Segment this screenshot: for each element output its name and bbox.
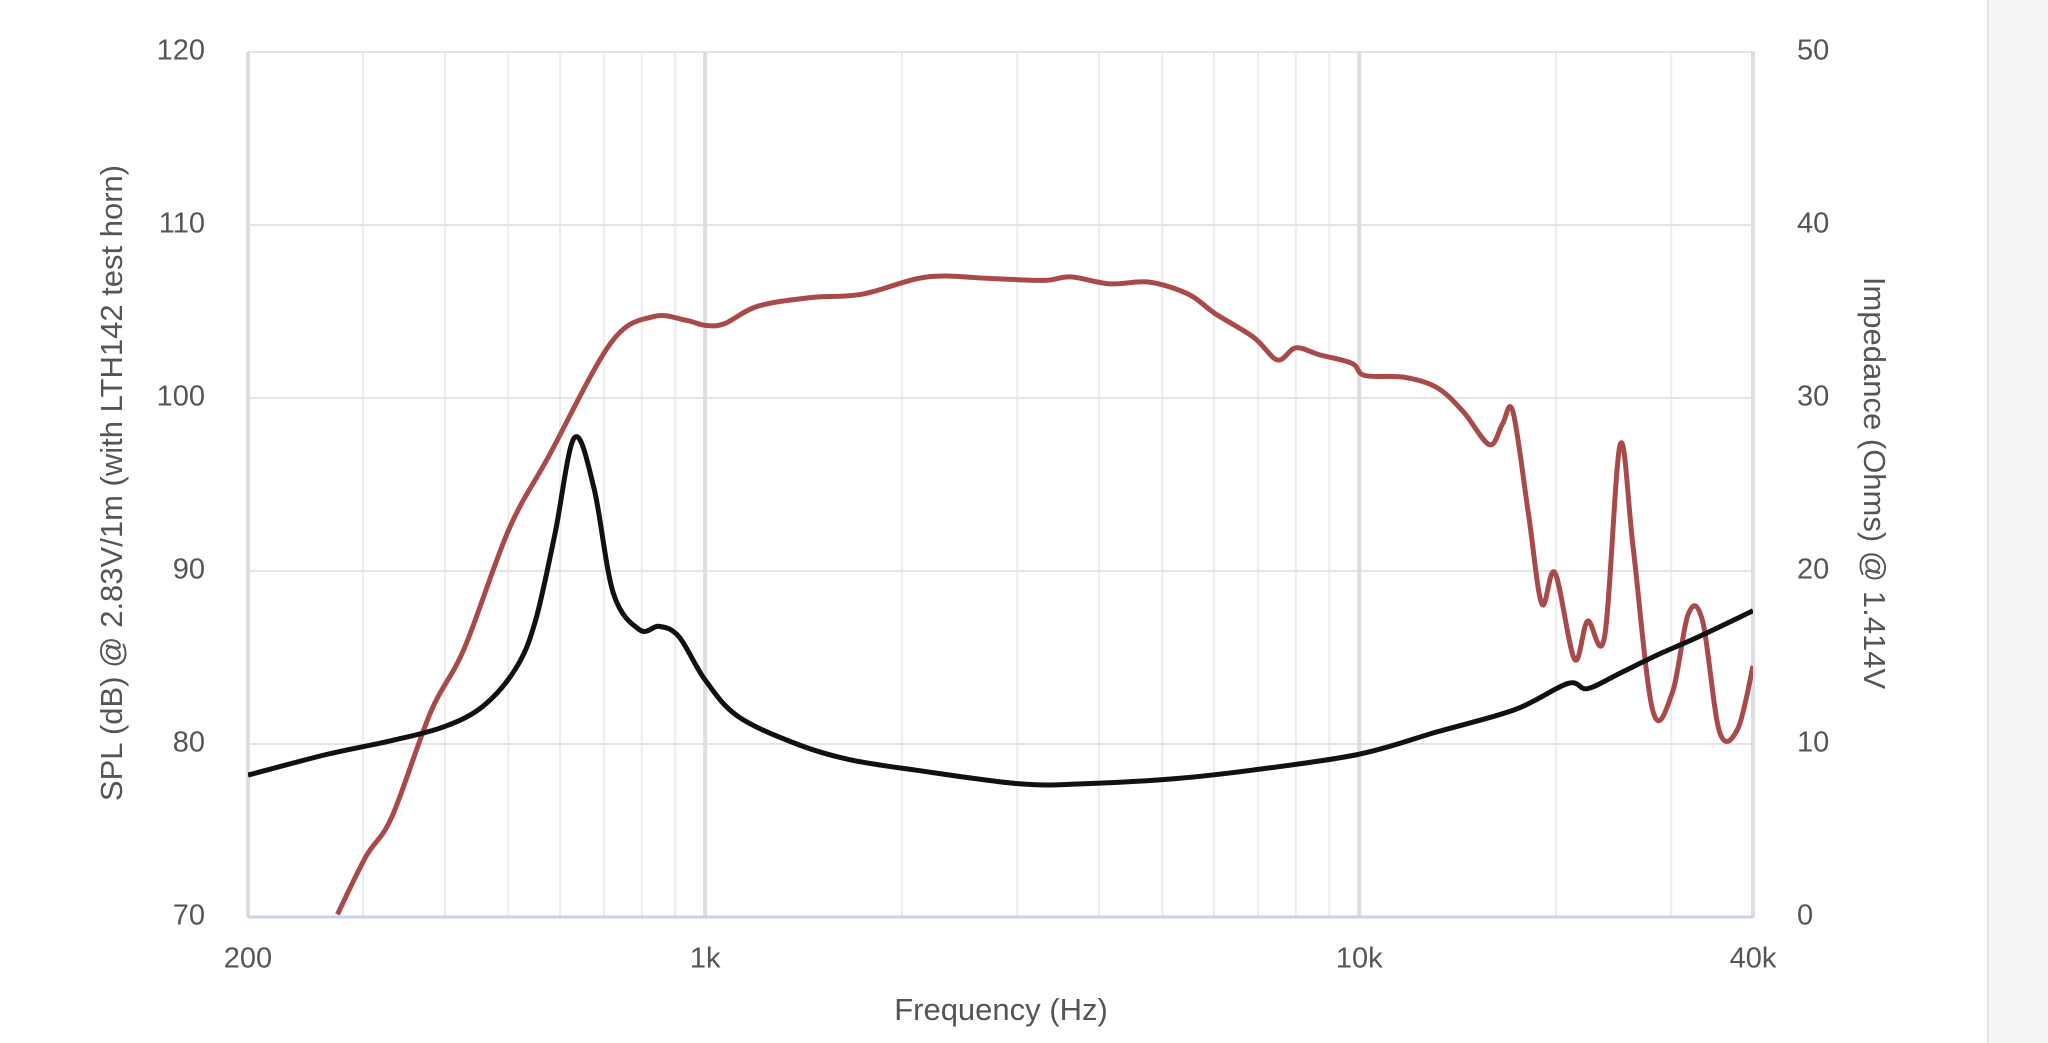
y2-tick-label: 50 xyxy=(1797,35,1829,67)
y2-tick-label: 40 xyxy=(1797,208,1829,240)
y-tick-label: 90 xyxy=(173,554,205,586)
x-tick-label: 40k xyxy=(1730,943,1777,975)
y2-tick-label: 0 xyxy=(1797,900,1813,932)
y-tick-label: 80 xyxy=(173,727,205,759)
x-tick-label: 1k xyxy=(690,943,721,975)
series-line xyxy=(248,434,1753,788)
y2-tick-label: 30 xyxy=(1797,381,1829,413)
y2-tick-label: 20 xyxy=(1797,554,1829,586)
y2-tick-label: 10 xyxy=(1797,727,1829,759)
y-tick-label: 110 xyxy=(159,208,205,240)
y-tick-label: 120 xyxy=(157,35,205,67)
x-tick-label: 10k xyxy=(1336,943,1383,975)
y-tick-label: 70 xyxy=(173,900,205,932)
x-axis-title: Frequency (Hz) xyxy=(894,992,1108,1027)
side-panel xyxy=(1988,0,2048,1043)
y-axis-title: SPL (dB) @ 2.83V/1m (with LTH142 test ho… xyxy=(94,165,129,801)
series-line xyxy=(335,273,1753,916)
y2-axis-title: Impedance (Ohms) @ 1.414V xyxy=(1857,277,1892,690)
y-tick-label: 100 xyxy=(157,381,205,413)
x-tick-label: 200 xyxy=(224,943,272,975)
